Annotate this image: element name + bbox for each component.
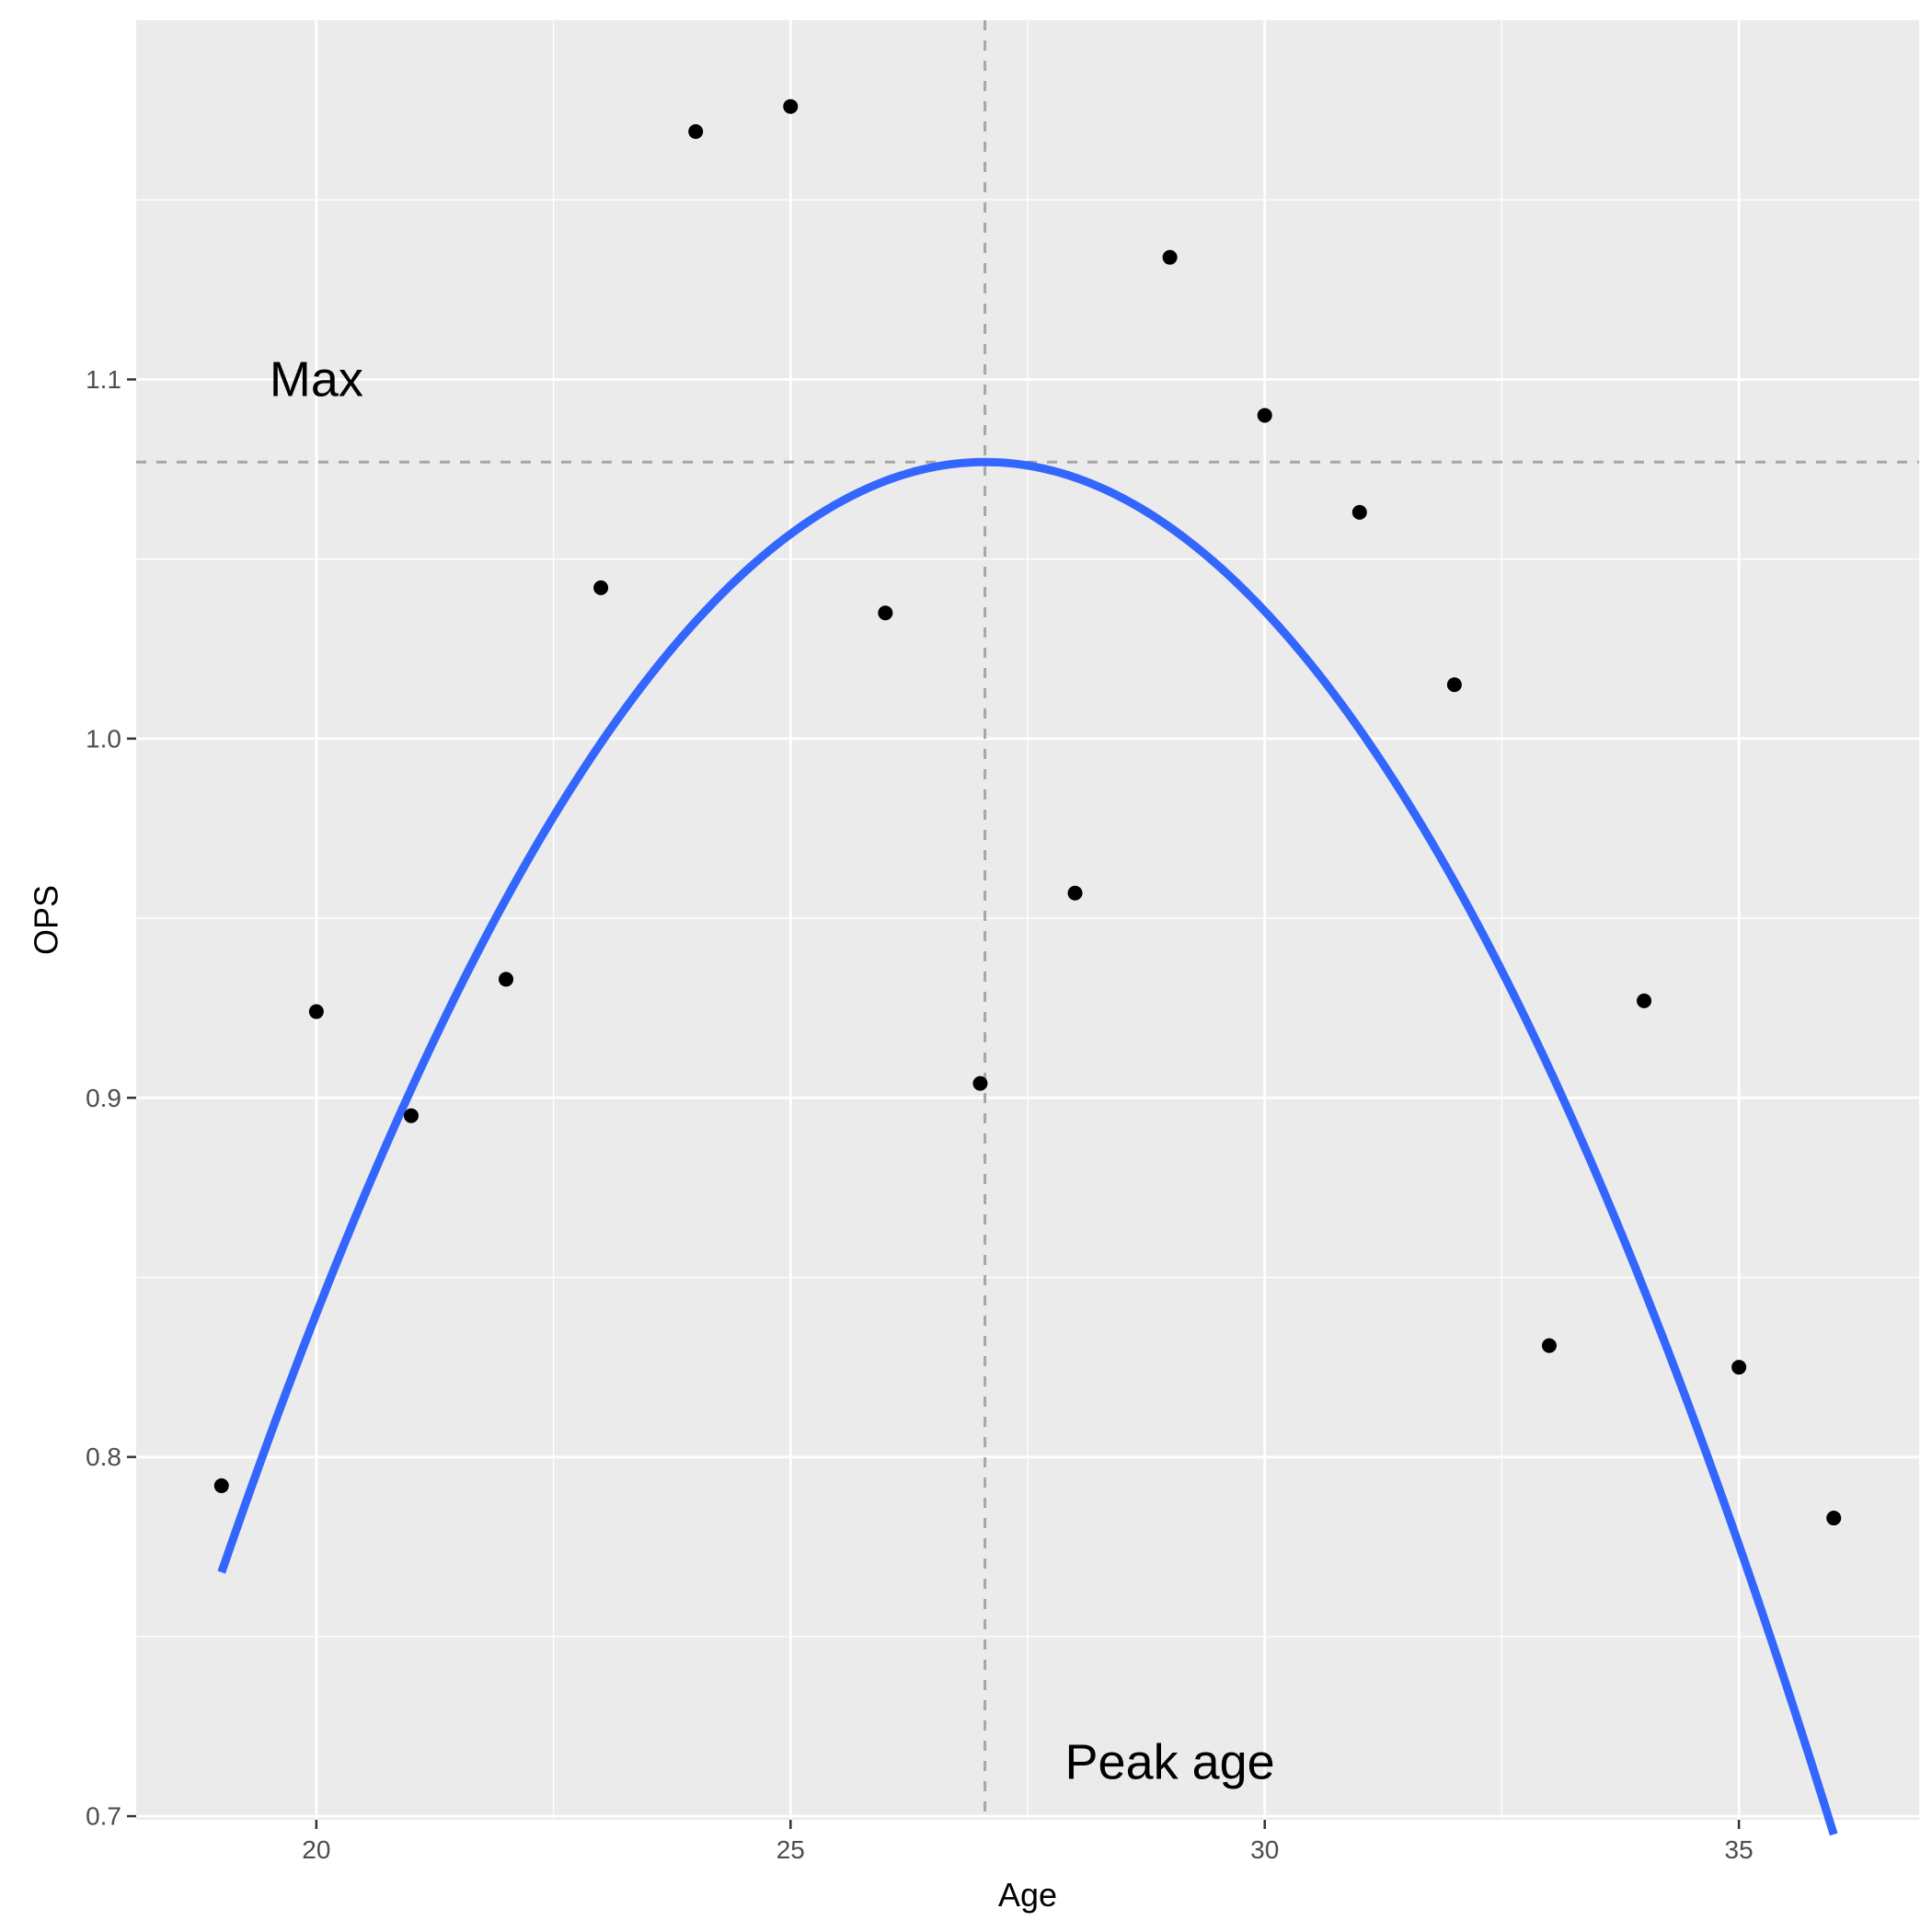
data-point <box>878 605 893 621</box>
x-axis-title: Age <box>998 1876 1057 1914</box>
data-point <box>213 1478 229 1493</box>
quadratic-fit-curve <box>217 457 1838 1836</box>
annotations: Max Peak age <box>270 351 1275 1789</box>
major-gridlines <box>136 20 1919 1820</box>
data-point <box>1162 249 1178 265</box>
data-point <box>783 98 799 114</box>
data-point <box>1637 993 1652 1008</box>
data-point <box>1826 1511 1842 1526</box>
x-tick-label: 35 <box>1725 1835 1754 1864</box>
annotation-label: Max <box>270 351 363 407</box>
data-point <box>403 1108 419 1123</box>
y-tick-label: 1.1 <box>86 365 121 394</box>
data-point <box>972 1075 988 1091</box>
data-point <box>1067 885 1083 901</box>
data-point <box>688 124 704 140</box>
data-point <box>308 1004 324 1019</box>
y-tick-label: 1.0 <box>86 724 121 753</box>
y-axis: 0.7 0.8 0.9 1.0 1.1 <box>86 365 136 1831</box>
y-tick-label: 0.7 <box>86 1802 121 1831</box>
data-point <box>1541 1338 1557 1353</box>
data-point <box>1351 504 1367 520</box>
minor-gridlines <box>136 20 1919 1820</box>
data-point <box>499 972 514 987</box>
x-tick-label: 30 <box>1250 1835 1279 1864</box>
x-axis: 20 25 30 35 <box>302 1820 1754 1864</box>
y-tick-label: 0.9 <box>86 1084 121 1112</box>
annotation-label: Peak age <box>1065 1735 1275 1790</box>
data-point <box>1257 408 1272 423</box>
x-tick-label: 25 <box>776 1835 805 1864</box>
y-axis-title: OPS <box>28 885 65 955</box>
y-tick-label: 0.8 <box>86 1443 121 1471</box>
data-point <box>1731 1360 1747 1375</box>
x-tick-label: 20 <box>302 1835 330 1864</box>
data-point <box>593 580 609 595</box>
data-points <box>213 98 1842 1526</box>
data-point <box>1446 677 1462 693</box>
